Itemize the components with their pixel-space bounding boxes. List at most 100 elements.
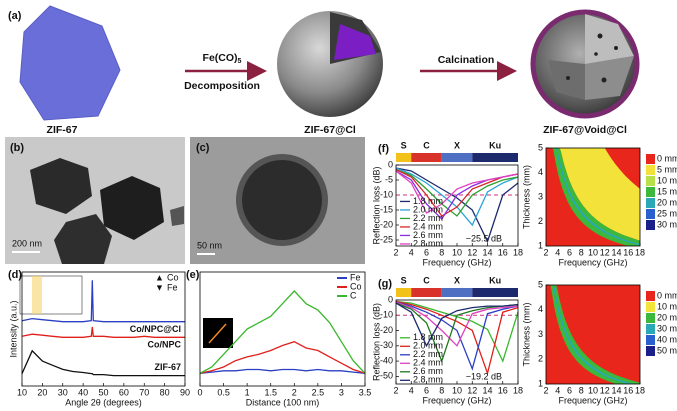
colorbar-label: 10 mm — [657, 301, 677, 311]
legend-label: 1.8 mm — [413, 332, 443, 342]
colorbar-swatch — [646, 187, 655, 197]
y-tick-label: -40 — [380, 355, 393, 365]
series-label: Co/NPC@Cl — [130, 324, 181, 334]
x-tick-label: 2.5 — [312, 387, 325, 397]
panel-label: (a) — [8, 10, 22, 22]
panel-b: (b) 200 nm — [5, 137, 185, 264]
series-line — [395, 168, 519, 217]
series-line — [199, 340, 366, 374]
plot-frame — [395, 164, 519, 247]
x-tick-label: 4 — [555, 385, 560, 395]
x-tick-label: 14 — [482, 247, 492, 257]
y-axis-label: Reflection loss (dB) — [371, 166, 381, 244]
legend-marker: ▲ — [155, 272, 164, 282]
series-line — [395, 301, 519, 347]
legend-label: 2.8 mm — [413, 238, 443, 248]
x-tick-label: 90 — [180, 387, 190, 397]
x-tick-label: 4 — [409, 385, 414, 395]
y-tick-label: 1 — [538, 240, 543, 250]
y-tick-label: -20 — [380, 219, 393, 229]
contour-band — [546, 148, 640, 241]
band — [472, 153, 518, 162]
band — [411, 288, 442, 297]
x-tick-label: 10 — [452, 385, 462, 395]
subscript: 5 — [238, 58, 242, 65]
colorbar-swatch — [646, 324, 655, 334]
series-line — [395, 168, 519, 217]
band-label: S — [401, 275, 407, 285]
x-tick-label: 20 — [37, 387, 47, 397]
plot-frame — [199, 271, 366, 387]
x-tick-label: 1.5 — [264, 387, 277, 397]
legend-label: 2.6 mm — [413, 366, 443, 376]
y-tick-label: -5 — [385, 174, 393, 184]
x-tick-label: 10 — [17, 387, 27, 397]
particle — [170, 206, 184, 226]
colorbar-swatch — [646, 220, 655, 230]
x-tick-label: 60 — [119, 387, 129, 397]
band-label: Ku — [489, 140, 501, 150]
x-tick-label: 1 — [245, 387, 250, 397]
x-axis-label: Frequency (GHz) — [422, 257, 491, 267]
x-tick-label: 6 — [424, 385, 429, 395]
contour-band — [546, 148, 640, 246]
y-tick-label: -10 — [380, 310, 393, 320]
legend-label: Co — [350, 281, 362, 291]
colorbar-label: 50 mm — [657, 345, 677, 355]
annotation: −25.5 dB — [466, 233, 502, 243]
legend-label: 2.2 mm — [413, 213, 443, 223]
band — [411, 153, 442, 162]
plot-frame — [545, 147, 641, 247]
legend-label: 2.4 mm — [413, 358, 443, 368]
y-tick-label: 4 — [538, 304, 543, 314]
band — [441, 288, 473, 297]
series-line — [21, 280, 185, 323]
band-label: Ku — [489, 275, 501, 285]
scale-label: 50 nm — [197, 240, 222, 250]
x-tick-label: 2 — [292, 387, 297, 397]
x-axis-label: Frequency (GHz) — [558, 257, 627, 267]
stage-name: ZIF-67 — [47, 124, 78, 136]
x-axis-label: Distance (100 nm) — [246, 397, 320, 407]
y-tick-label: -30 — [380, 340, 393, 350]
band-label: X — [454, 140, 460, 150]
legend-label: 2.4 mm — [413, 221, 443, 231]
series-line — [395, 300, 519, 376]
series-line — [395, 302, 519, 348]
colorbar-label: 30 mm — [657, 219, 677, 229]
series-line — [199, 290, 366, 374]
step-label: Fe(CO)5 — [203, 52, 242, 65]
octahedron — [19, 5, 121, 121]
x-tick-label: 40 — [78, 387, 88, 397]
x-tick-label: 80 — [160, 387, 170, 397]
y-tick-label: 2 — [538, 216, 543, 226]
x-tick-label: 14 — [611, 247, 621, 257]
particle — [54, 214, 112, 264]
x-tick-label: 8 — [439, 247, 444, 257]
y-axis-label: Reflection loss (dB) — [371, 303, 381, 381]
x-tick-label: 16 — [623, 247, 633, 257]
inset — [19, 275, 83, 315]
legend-marker: ▼ — [155, 282, 164, 292]
particle — [100, 176, 164, 240]
colorbar-label: 20 mm — [657, 312, 677, 322]
colorbar-label: 20 mm — [657, 197, 677, 207]
x-tick-label: 16 — [623, 385, 633, 395]
colorbar-swatch — [646, 302, 655, 312]
legend-label: Fe — [350, 272, 361, 282]
band — [472, 288, 518, 297]
x-tick-label: 10 — [588, 385, 598, 395]
colorbar-label: 30 mm — [657, 323, 677, 333]
x-tick-label: 0 — [197, 387, 202, 397]
panel-label: (e) — [186, 269, 200, 281]
step-label: Decomposition — [184, 80, 260, 92]
colorbar-label: 10 mm — [657, 175, 677, 185]
panel-c: (c) 50 nm — [190, 137, 365, 264]
band-label: X — [454, 275, 460, 285]
y-tick-label: -20 — [380, 325, 393, 335]
colorbar-swatch — [646, 346, 655, 356]
band-label: C — [423, 140, 430, 150]
core — [242, 160, 322, 240]
plot-frame — [21, 271, 186, 387]
x-tick-label: 12 — [600, 247, 610, 257]
